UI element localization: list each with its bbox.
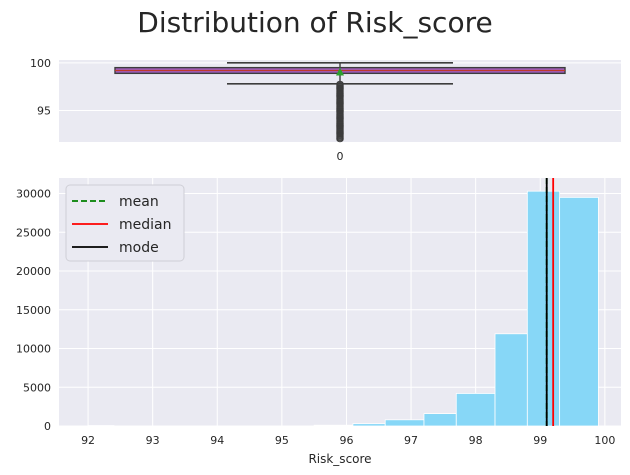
legend-mean-label: mean	[119, 194, 159, 210]
legend-mode-label: mode	[119, 240, 159, 256]
histogram-bar	[455, 393, 496, 427]
boxplot-y-tick-label: 100	[30, 57, 51, 70]
histogram-y-tick-label: 10000	[16, 343, 51, 356]
boxplot-x-ticks: 0	[337, 150, 344, 163]
histogram-stat-lines	[545, 178, 555, 426]
histogram-y-ticks: 0 5000 10000 15000 20000 25000 30000	[16, 188, 51, 434]
histogram-x-tick-label: 95	[275, 434, 289, 447]
histogram-bar	[384, 419, 425, 427]
histogram-y-tick-label: 30000	[16, 188, 51, 201]
histogram-x-tick-label: 98	[469, 434, 483, 447]
boxplot-outliers	[336, 80, 344, 143]
histogram-bars	[87, 190, 599, 427]
histogram-x-axis-label: Risk_score	[308, 452, 371, 466]
histogram-y-tick-label: 25000	[16, 226, 51, 239]
histogram-x-tick-label: 96	[339, 434, 353, 447]
histogram-y-tick-label: 5000	[23, 381, 51, 394]
histogram-y-tick-label: 15000	[16, 304, 51, 317]
histogram-x-tick-label: 100	[594, 434, 615, 447]
boxplot-y-tick-label: 95	[37, 105, 51, 118]
histogram-y-tick-label: 0	[44, 420, 51, 433]
histogram-x-tick-label: 94	[210, 434, 224, 447]
boxplot-x-tick-label: 0	[337, 150, 344, 163]
histogram-bar	[313, 424, 354, 427]
histogram-x-tick-label: 92	[81, 434, 95, 447]
legend-box	[65, 184, 185, 262]
legend-median-label: median	[119, 217, 171, 233]
histogram-x-tick-label: 99	[533, 434, 547, 447]
histogram-bar	[559, 196, 599, 427]
boxplot-y-ticks: 95 100	[30, 57, 51, 118]
histogram-y-tick-label: 20000	[16, 265, 51, 278]
histogram-x-ticks: 92 93 94 95 96 97 98 99 100	[81, 434, 615, 447]
mean-marker	[336, 67, 344, 76]
histogram-bar	[526, 190, 561, 427]
histogram-x-tick-label: 93	[146, 434, 160, 447]
boxplot-body	[114, 62, 566, 85]
legend: mean median mode	[65, 184, 185, 262]
histogram-x-tick-label: 97	[404, 434, 418, 447]
boxplot-axes: 95 100 0	[30, 57, 621, 163]
histogram-bar	[494, 333, 528, 427]
chart-title: Distribution of Risk_score	[137, 6, 492, 39]
histogram-bar	[423, 413, 457, 427]
histogram-bar	[352, 423, 386, 427]
